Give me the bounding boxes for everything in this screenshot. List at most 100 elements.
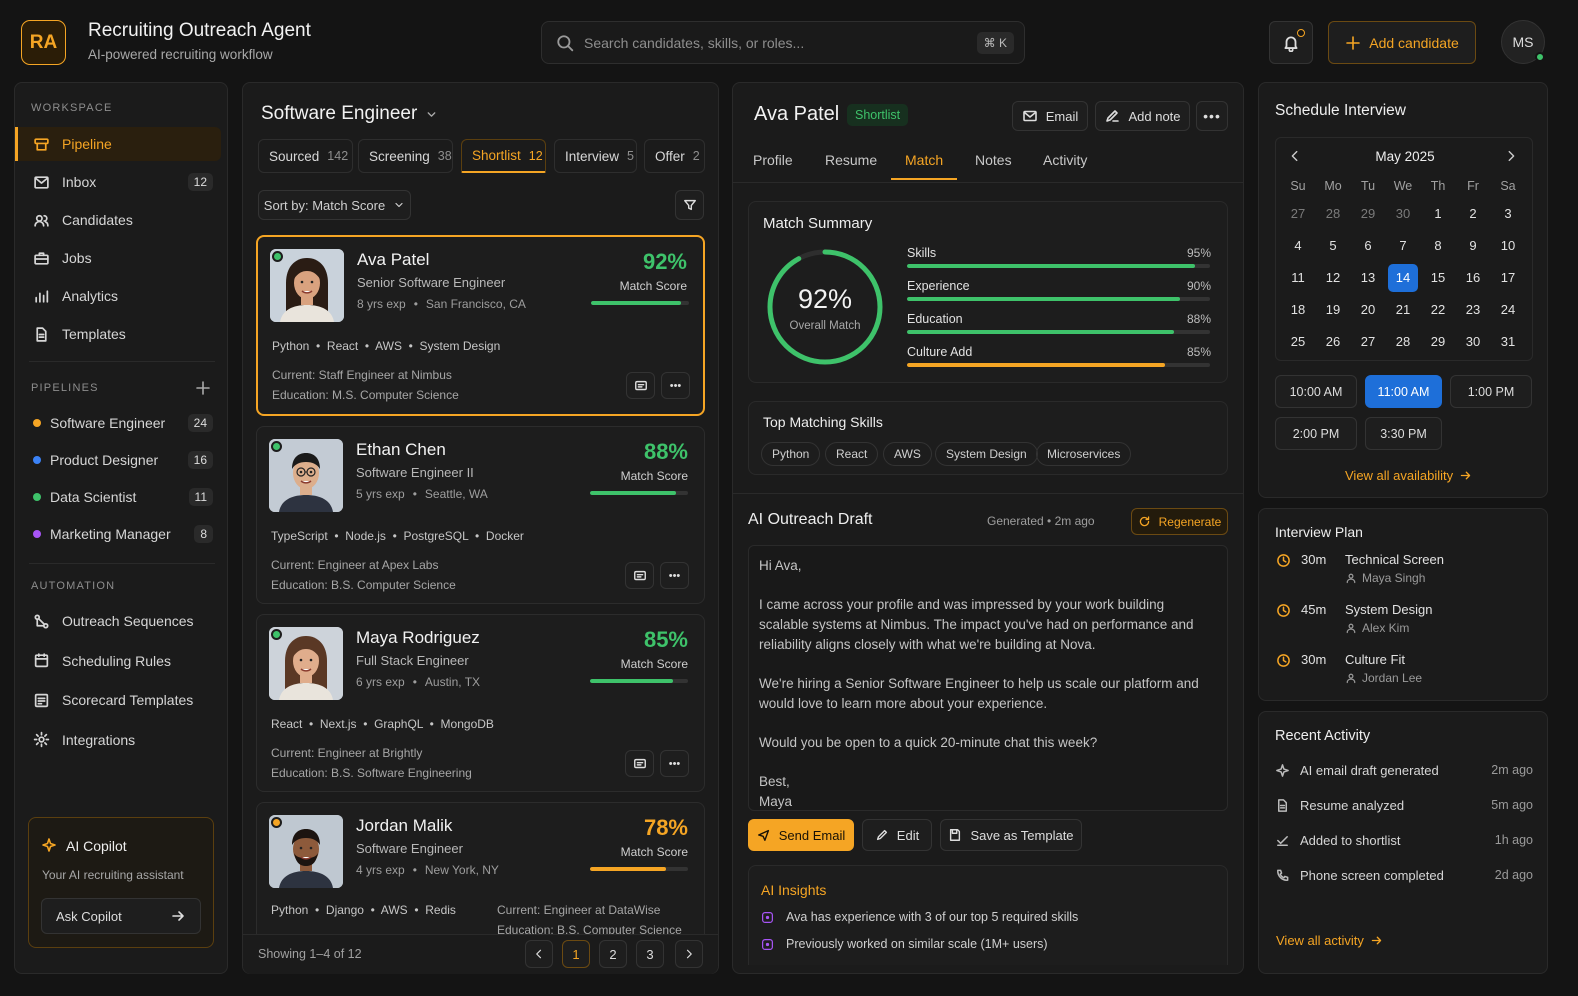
global-search[interactable]: ⌘ K bbox=[541, 21, 1025, 64]
calendar-day[interactable]: 21 bbox=[1395, 302, 1411, 317]
time-slot[interactable]: 3:30 PM bbox=[1365, 417, 1442, 450]
next-page-button[interactable] bbox=[675, 940, 703, 968]
candidate-card[interactable]: Maya Rodriguez Full Stack Engineer 6 yrs e… bbox=[256, 614, 705, 792]
view-availability-link[interactable]: View all availability bbox=[1345, 468, 1472, 483]
calendar-day[interactable]: 27 bbox=[1290, 206, 1306, 221]
pipeline-item[interactable]: Marketing Manager 8 bbox=[15, 517, 221, 551]
chevron-left-icon[interactable] bbox=[1288, 149, 1302, 163]
message-button[interactable] bbox=[625, 750, 654, 777]
time-slot[interactable]: 11:00 AM bbox=[1365, 375, 1442, 408]
more-options-button[interactable]: ••• bbox=[1196, 101, 1228, 131]
search-input[interactable] bbox=[584, 34, 967, 51]
calendar-day[interactable]: 30 bbox=[1395, 206, 1411, 221]
sidebar-item-pipeline[interactable]: Pipeline bbox=[15, 127, 221, 161]
calendar-day[interactable]: 13 bbox=[1360, 270, 1376, 285]
add-candidate-button[interactable]: Add candidate bbox=[1328, 21, 1476, 64]
calendar-day[interactable]: 31 bbox=[1500, 334, 1516, 349]
sidebar-item-templates[interactable]: Templates bbox=[15, 317, 221, 351]
sort-dropdown[interactable]: Sort by: Match Score bbox=[258, 190, 411, 220]
automation-item[interactable]: Scorecard Templates bbox=[15, 683, 221, 717]
candidate-card[interactable]: Ava Patel Senior Software Engineer 8 yrs e… bbox=[256, 235, 705, 416]
time-slot[interactable]: 1:00 PM bbox=[1450, 375, 1532, 408]
calendar-day[interactable]: 5 bbox=[1329, 238, 1337, 253]
chevron-right-icon[interactable] bbox=[1504, 149, 1518, 163]
job-selector[interactable]: Software Engineer bbox=[261, 103, 438, 125]
calendar-day[interactable]: 10 bbox=[1500, 238, 1516, 253]
filter-button[interactable] bbox=[675, 190, 704, 220]
calendar-day[interactable]: 8 bbox=[1434, 238, 1442, 253]
add-pipeline-icon[interactable] bbox=[195, 380, 211, 396]
stage-tab-interview[interactable]: Interview 5 bbox=[554, 139, 637, 173]
calendar-day[interactable]: 22 bbox=[1430, 302, 1446, 317]
stage-tab-offer[interactable]: Offer 2 bbox=[644, 139, 705, 173]
calendar-day[interactable]: 26 bbox=[1325, 334, 1341, 349]
outreach-draft-editor[interactable]: Hi Ava, I came across your profile and wa… bbox=[748, 545, 1228, 811]
calendar-day[interactable]: 2 bbox=[1469, 206, 1477, 221]
calendar-day[interactable]: 1 bbox=[1434, 206, 1442, 221]
tab-resume[interactable]: Resume bbox=[825, 152, 878, 168]
calendar-day[interactable]: 25 bbox=[1290, 334, 1306, 349]
automation-item[interactable]: Scheduling Rules bbox=[15, 644, 221, 678]
add-note-button[interactable]: Add note bbox=[1095, 101, 1190, 131]
calendar-day[interactable]: 9 bbox=[1469, 238, 1477, 253]
calendar-day[interactable]: 17 bbox=[1500, 270, 1516, 285]
edit-button[interactable]: Edit bbox=[862, 819, 932, 851]
regenerate-button[interactable]: Regenerate bbox=[1131, 508, 1228, 535]
pipeline-item[interactable]: Product Designer 16 bbox=[15, 443, 221, 477]
email-button[interactable]: Email bbox=[1012, 101, 1088, 131]
card-more-button[interactable]: ••• bbox=[661, 372, 690, 399]
ask-copilot-button[interactable]: Ask Copilot bbox=[41, 898, 201, 934]
notifications-button[interactable] bbox=[1269, 21, 1313, 64]
calendar-day[interactable]: 28 bbox=[1325, 206, 1341, 221]
calendar-day[interactable]: 24 bbox=[1500, 302, 1516, 317]
stage-tab-screening[interactable]: Screening 38 bbox=[358, 139, 453, 173]
calendar-day[interactable]: 11 bbox=[1291, 270, 1305, 285]
user-avatar[interactable]: MS bbox=[1501, 20, 1545, 64]
card-more-button[interactable]: ••• bbox=[660, 562, 689, 589]
tab-match[interactable]: Match bbox=[891, 152, 958, 180]
card-more-button[interactable]: ••• bbox=[660, 750, 689, 777]
calendar-day[interactable]: 12 bbox=[1325, 270, 1341, 285]
message-button[interactable] bbox=[625, 562, 654, 589]
calendar-day[interactable]: 6 bbox=[1364, 238, 1372, 253]
message-button[interactable] bbox=[626, 372, 655, 399]
page-button[interactable]: 3 bbox=[636, 940, 664, 968]
candidate-card[interactable]: Jordan Malik Software Engineer 4 yrs exp • N… bbox=[256, 802, 705, 942]
calendar-day[interactable]: 3 bbox=[1504, 206, 1512, 221]
calendar-day[interactable]: 4 bbox=[1294, 238, 1302, 253]
time-slot[interactable]: 2:00 PM bbox=[1275, 417, 1357, 450]
sidebar-item-jobs[interactable]: Jobs bbox=[15, 241, 221, 275]
candidate-card[interactable]: Ethan Chen Software Engineer II 5 yrs exp •… bbox=[256, 426, 705, 604]
view-all-activity-link[interactable]: View all activity bbox=[1276, 933, 1383, 948]
save-template-button[interactable]: Save as Template bbox=[940, 819, 1082, 851]
stage-tab-shortlist[interactable]: Shortlist 12 bbox=[461, 139, 546, 173]
calendar-day[interactable]: 28 bbox=[1395, 334, 1411, 349]
tab-activity[interactable]: Activity bbox=[1043, 152, 1088, 168]
calendar-day[interactable]: 23 bbox=[1465, 302, 1481, 317]
calendar-day[interactable]: 27 bbox=[1360, 334, 1376, 349]
calendar-day[interactable]: 15 bbox=[1430, 270, 1446, 285]
calendar-day[interactable]: 30 bbox=[1465, 334, 1481, 349]
calendar-day[interactable]: 20 bbox=[1360, 302, 1376, 317]
page-button[interactable]: 1 bbox=[562, 940, 590, 968]
sidebar-item-inbox[interactable]: Inbox 12 bbox=[15, 165, 221, 199]
pipeline-item[interactable]: Data Scientist 11 bbox=[15, 480, 221, 514]
page-button[interactable]: 2 bbox=[599, 940, 627, 968]
sidebar-item-candidates[interactable]: Candidates bbox=[15, 203, 221, 237]
calendar-day[interactable]: 19 bbox=[1325, 302, 1341, 317]
pipeline-item[interactable]: Software Engineer 24 bbox=[15, 406, 221, 440]
prev-page-button[interactable] bbox=[525, 940, 553, 968]
tab-profile[interactable]: Profile bbox=[753, 152, 793, 168]
sidebar-item-analytics[interactable]: Analytics bbox=[15, 279, 221, 313]
time-slot[interactable]: 10:00 AM bbox=[1275, 375, 1357, 408]
stage-tab-sourced[interactable]: Sourced 142 bbox=[258, 139, 353, 173]
send-email-button[interactable]: Send Email bbox=[748, 819, 854, 851]
calendar-day[interactable]: 29 bbox=[1430, 334, 1446, 349]
automation-item[interactable]: Outreach Sequences bbox=[15, 604, 221, 638]
calendar-day[interactable]: 7 bbox=[1399, 238, 1407, 253]
calendar-day[interactable]: 29 bbox=[1360, 206, 1376, 221]
automation-item[interactable]: Integrations bbox=[15, 723, 221, 757]
calendar-day[interactable]: 14 bbox=[1388, 264, 1418, 292]
tab-notes[interactable]: Notes bbox=[975, 152, 1012, 168]
calendar-day[interactable]: 16 bbox=[1465, 270, 1481, 285]
